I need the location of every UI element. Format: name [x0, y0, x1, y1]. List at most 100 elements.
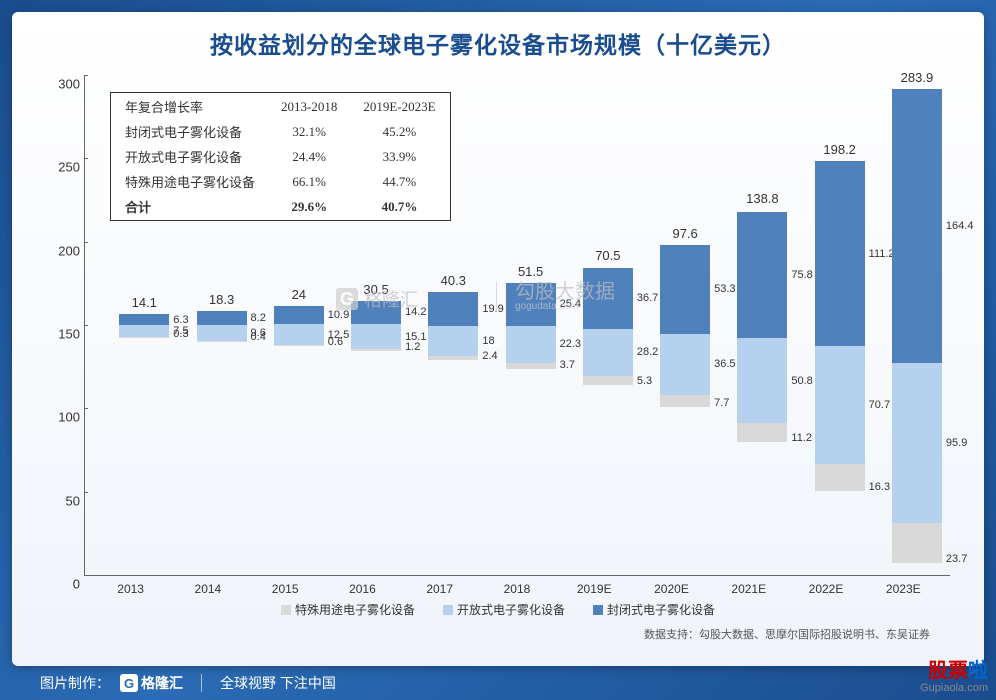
- legend-swatch: [593, 605, 603, 615]
- bar-segment: 23.7: [892, 523, 942, 562]
- segment-label: 164.4: [942, 220, 974, 232]
- footer-logo-text: 格隆汇: [141, 673, 183, 693]
- y-tick-label: 150: [46, 327, 80, 342]
- legend-label: 开放式电子雾化设备: [457, 601, 565, 618]
- source-line: 数据支持：勾股大数据、思摩尔国际招股说明书、东吴证券: [644, 626, 930, 642]
- bar-segment: 9.6: [197, 325, 247, 341]
- total-label: 18.3: [209, 292, 234, 307]
- total-label: 70.5: [595, 248, 620, 263]
- bar-segment: 36.5: [660, 334, 710, 395]
- x-tick-label: 2017: [426, 582, 453, 596]
- total-label: 97.6: [672, 226, 697, 241]
- bar-segment: 12.5: [274, 324, 324, 345]
- total-label: 198.2: [823, 142, 856, 157]
- watermark-url: gogudata.com: [515, 302, 615, 312]
- corner-logo-red: 股票: [928, 660, 968, 682]
- total-label: 283.9: [901, 70, 934, 85]
- bar-group: 5.328.236.770.52019E: [556, 76, 633, 576]
- legend-label: 封闭式电子雾化设备: [607, 601, 715, 618]
- y-tick-label: 200: [46, 243, 80, 258]
- total-label: 24: [292, 287, 306, 302]
- x-tick-label: 2016: [349, 582, 376, 596]
- legend-item: 封闭式电子雾化设备: [593, 601, 715, 618]
- y-tick-label: 100: [46, 410, 80, 425]
- total-label: 51.5: [518, 264, 543, 279]
- watermark-text: 格隆汇: [364, 286, 418, 312]
- chart-title: 按收益划分的全球电子雾化设备市场规模（十亿美元）: [36, 26, 960, 60]
- watermark-text: 勾股大数据: [515, 282, 615, 302]
- bar-group: 11.250.875.8138.82021E: [710, 76, 787, 576]
- segment-label: 95.9: [942, 437, 967, 449]
- bar-segment: 28.2: [583, 329, 633, 376]
- bar-segment: 50.8: [737, 338, 787, 423]
- x-tick-label: 2023E: [886, 582, 921, 596]
- y-tick-label: 50: [46, 493, 80, 508]
- bar-segment: 53.3: [660, 245, 710, 334]
- y-tick-label: 250: [46, 160, 80, 175]
- footer-tagline: 全球视野 下注中国: [220, 673, 336, 693]
- legend-swatch: [281, 605, 291, 615]
- table-header: 2013-2018: [269, 95, 349, 118]
- total-label: 138.8: [746, 191, 779, 206]
- bar-segment: 6.3: [119, 314, 169, 325]
- watermark-gogu: 勾股大数据 gogudata.com: [496, 282, 615, 312]
- corner-logo-url: Gupiaola.com: [920, 682, 988, 694]
- x-tick-label: 2021E: [731, 582, 766, 596]
- table-row: 年复合增长率 2013-2018 2019E-2023E: [113, 95, 448, 118]
- x-tick-label: 2015: [272, 582, 299, 596]
- table-row: 特殊用途电子雾化设备 66.1% 44.7%: [113, 170, 448, 193]
- legend-item: 特殊用途电子雾化设备: [281, 601, 415, 618]
- table-header: 年复合增长率: [113, 95, 267, 118]
- x-tick-label: 2018: [504, 582, 531, 596]
- bar-segment: 19.9: [428, 292, 478, 325]
- x-tick-label: 2014: [195, 582, 222, 596]
- table-header: 2019E-2023E: [351, 95, 447, 118]
- bar-group: 23.795.9164.4283.92023E: [865, 76, 942, 576]
- y-tick-label: 300: [46, 77, 80, 92]
- bar-segment: 1.2: [351, 349, 401, 351]
- corner-logo: 股票啦 Gupiaola.com: [920, 660, 988, 694]
- total-label: 40.3: [441, 273, 466, 288]
- gelong-g-icon: G: [336, 288, 358, 310]
- bar-segment: 18: [428, 326, 478, 356]
- bar-segment: 0.3: [119, 337, 169, 338]
- chart-frame: 按收益划分的全球电子雾化设备市场规模（十亿美元） 0 50 100 150 200 250…: [12, 12, 984, 666]
- x-tick-label: 2013: [117, 582, 144, 596]
- bar-segment: 5.3: [583, 376, 633, 385]
- bar-segment: 10.9: [274, 306, 324, 324]
- bar-segment: 7.7: [660, 395, 710, 408]
- bar-segment: 22.3: [506, 326, 556, 363]
- legend-item: 开放式电子雾化设备: [443, 601, 565, 618]
- bar-group: 3.722.325.451.52018: [478, 76, 555, 576]
- bar-segment: 3.7: [506, 363, 556, 369]
- bar-segment: 70.7: [815, 346, 865, 464]
- bar-segment: 15.1: [351, 324, 401, 349]
- legend-label: 特殊用途电子雾化设备: [295, 601, 415, 618]
- legend: 特殊用途电子雾化设备 开放式电子雾化设备 封闭式电子雾化设备: [36, 601, 960, 618]
- bar-segment: 8.2: [197, 311, 247, 325]
- bar-segment: 111.2: [815, 161, 865, 346]
- bar-segment: 95.9: [892, 363, 942, 523]
- gelonghui-logo: G 格隆汇: [120, 673, 183, 693]
- bar-segment: 2.4: [428, 356, 478, 360]
- legend-swatch: [443, 605, 453, 615]
- bar-segment: 164.4: [892, 89, 942, 363]
- bar-segment: 7.5: [119, 325, 169, 338]
- x-tick-label: 2019E: [577, 582, 612, 596]
- x-tick-label: 2020E: [654, 582, 689, 596]
- bar-segment: 16.3: [815, 464, 865, 491]
- x-tick-label: 2022E: [809, 582, 844, 596]
- bar-segment: 75.8: [737, 212, 787, 338]
- chart-area: 050100150200250300 0.37.56.314.120130.49…: [36, 66, 960, 656]
- footer-bar: 图片制作： G 格隆汇 全球视野 下注中国: [0, 666, 996, 700]
- watermark-gelonghui: G 格隆汇: [336, 286, 418, 312]
- cagr-table: 年复合增长率 2013-2018 2019E-2023E 封闭式电子雾化设备 3…: [110, 92, 451, 221]
- total-label: 14.1: [132, 295, 157, 310]
- bar-group: 16.370.7111.2198.22022E: [787, 76, 864, 576]
- table-row: 合计 29.6% 40.7%: [113, 195, 448, 218]
- y-tick-label: 0: [46, 577, 80, 592]
- bar-segment: 11.2: [737, 423, 787, 442]
- corner-logo-blue: 啦: [968, 660, 988, 682]
- gelong-g-icon: G: [120, 674, 138, 692]
- divider: [201, 674, 202, 692]
